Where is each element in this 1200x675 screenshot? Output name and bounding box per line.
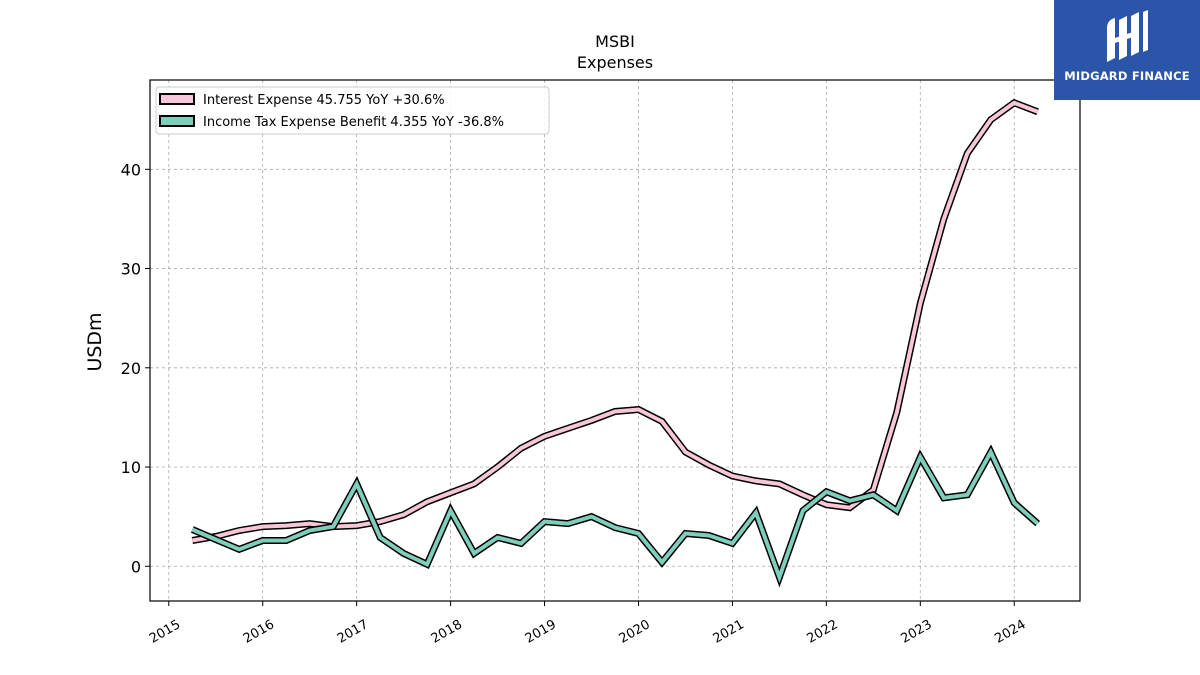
x-tick-label: 2021 [711,617,747,647]
x-tick-label: 2020 [617,617,653,647]
plot-area [190,98,1041,588]
y-axis-label: USDm [84,312,106,371]
y-tick-label: 20 [121,359,141,378]
legend-label-income-tax: Income Tax Expense Benefit 4.355 YoY -36… [203,115,504,130]
brand-logo: MIDGARD FINANCE [1054,0,1200,100]
chart-subtitle: Expenses [577,53,653,72]
legend-label-interest-expense: Interest Expense 45.755 YoY +30.6% [203,93,445,108]
x-tick-label: 2016 [241,617,277,647]
x-tick-label: 2022 [805,617,841,647]
chart-title: MSBI [595,32,635,51]
x-tick-label: 2019 [523,617,559,647]
legend-swatch-interest-expense [159,93,195,105]
y-tick-label: 0 [131,557,141,576]
x-tick-label: 2024 [992,617,1028,647]
legend: Interest Expense 45.755 YoY +30.6% Incom… [155,86,550,135]
legend-swatch-income-tax [159,115,195,127]
brand-mark-icon [1107,10,1148,62]
y-tick-label: 10 [121,458,141,477]
x-tick-label: 2023 [898,617,934,647]
x-tick-label: 2015 [147,617,183,647]
x-tick-label: 2018 [429,617,465,647]
legend-box [155,86,550,135]
y-axis: 0 10 20 30 40 [121,160,150,576]
series-line-outline [190,444,1041,588]
plot-frame [149,79,1081,602]
brand-name: MIDGARD FINANCE [1064,69,1190,83]
y-tick-label: 30 [121,260,141,279]
x-axis: 2015 2016 2017 2018 2019 2020 2021 2022 2023 2024 [147,601,1029,647]
series-line [191,447,1040,584]
y-tick-label: 40 [121,160,141,179]
x-tick-label: 2017 [335,617,371,647]
series-income-tax-expense-benefit [190,444,1041,588]
